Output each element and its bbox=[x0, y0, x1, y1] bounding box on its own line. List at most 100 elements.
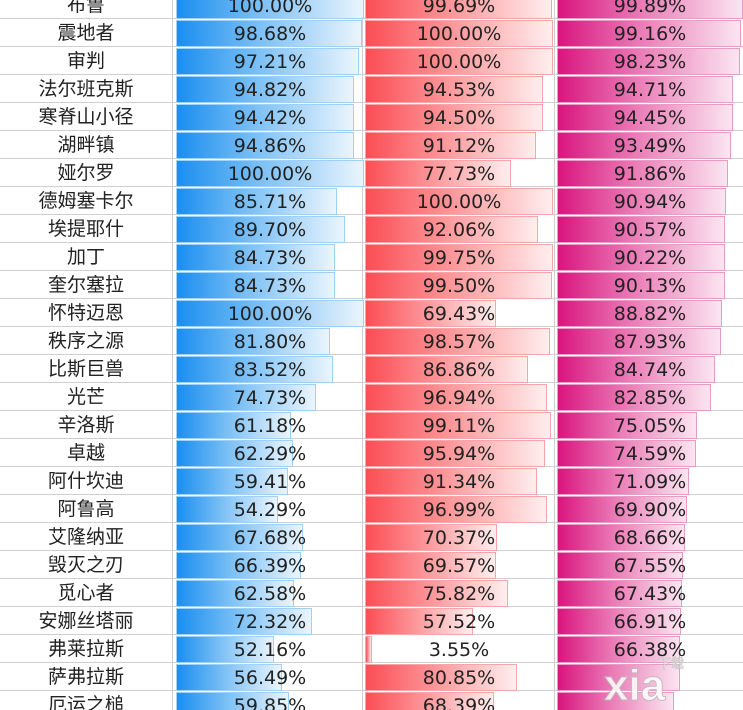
col-c-value-label: 90.57% bbox=[613, 219, 687, 241]
col-a-bar bbox=[176, 580, 294, 607]
col-b-bar bbox=[365, 244, 553, 271]
col-c-cell: 75.05% bbox=[557, 412, 743, 439]
col-a-value-label: 56.49% bbox=[233, 667, 307, 689]
col-a-bar bbox=[176, 440, 294, 467]
col-c-cell: 90.57% bbox=[557, 216, 743, 243]
col-b-cell: 3.55% bbox=[365, 636, 553, 663]
col-c-value-label: 71.09% bbox=[613, 471, 687, 493]
col-b-cell: 99.50% bbox=[365, 272, 553, 299]
col-c-bar bbox=[557, 412, 697, 439]
col-b-bar bbox=[365, 356, 529, 383]
col-a-cell: 59.85% bbox=[176, 692, 364, 710]
col-a-bar bbox=[176, 524, 304, 551]
col-b-cell: 95.94% bbox=[365, 440, 553, 467]
col-c-bar bbox=[557, 552, 683, 579]
col-b-cell: 75.82% bbox=[365, 580, 553, 607]
col-a-bar bbox=[176, 468, 288, 495]
col-a-value-label: 98.68% bbox=[233, 23, 307, 45]
col-b-bar bbox=[365, 468, 537, 495]
col-b-value-label: 86.86% bbox=[422, 359, 496, 381]
row-name: 审判 bbox=[66, 50, 105, 72]
col-b-value-label: 100.00% bbox=[416, 23, 502, 45]
col-c-value-label: 98.23% bbox=[613, 51, 687, 73]
col-a-cell: 94.42% bbox=[176, 104, 364, 131]
col-c-cell: 82.85% bbox=[557, 384, 743, 411]
col-b-cell: 68.39% bbox=[365, 692, 553, 710]
col-c-value-label: 91.86% bbox=[613, 163, 687, 185]
col-b-cell: 91.34% bbox=[365, 468, 553, 495]
col-c-bar bbox=[557, 216, 726, 243]
col-c-bar bbox=[557, 300, 723, 327]
col-a-bar bbox=[176, 412, 292, 439]
col-c-cell: 90.22% bbox=[557, 244, 743, 271]
watermark-small-text: 下载 bbox=[658, 657, 684, 672]
col-a-bar bbox=[176, 664, 283, 691]
col-b-cell: 69.57% bbox=[365, 552, 553, 579]
col-b-bar bbox=[365, 188, 553, 215]
col-b-value-label: 96.99% bbox=[422, 499, 496, 521]
col-a-value-label: 61.18% bbox=[233, 415, 307, 437]
col-a-value-label: 59.85% bbox=[233, 695, 307, 710]
col-a-bar bbox=[176, 104, 354, 131]
col-a-cell: 62.29% bbox=[176, 440, 364, 467]
col-c-value-label: 74.59% bbox=[613, 443, 687, 465]
col-b-value-label: 92.06% bbox=[422, 219, 496, 241]
col-c-bar bbox=[557, 132, 731, 159]
col-c-cell: 67.55% bbox=[557, 552, 743, 579]
col-b-value-label: 77.73% bbox=[422, 163, 496, 185]
col-b-value-label: 69.43% bbox=[422, 303, 496, 325]
col-b-value-label: 3.55% bbox=[428, 639, 490, 661]
row-name: 厄运之槌 bbox=[47, 694, 124, 710]
col-b-cell: 99.75% bbox=[365, 244, 553, 271]
column-divider bbox=[554, 0, 555, 710]
col-a-bar bbox=[176, 636, 275, 663]
col-a-bar bbox=[176, 0, 364, 19]
col-c-cell: 66.91% bbox=[557, 608, 743, 635]
row-name: 奎尔塞拉 bbox=[47, 274, 124, 296]
col-b-bar bbox=[365, 132, 537, 159]
col-b-cell: 69.43% bbox=[365, 300, 553, 327]
col-a-bar bbox=[176, 160, 364, 187]
col-a-bar bbox=[176, 356, 334, 383]
col-b-bar bbox=[365, 440, 546, 467]
col-a-value-label: 54.29% bbox=[233, 499, 307, 521]
col-a-value-label: 62.58% bbox=[233, 583, 307, 605]
row-name: 布鲁 bbox=[66, 0, 105, 16]
col-b-value-label: 95.94% bbox=[422, 443, 496, 465]
row-name: 加丁 bbox=[66, 246, 105, 268]
col-c-value-label: 87.93% bbox=[613, 331, 687, 353]
col-b-bar bbox=[365, 552, 496, 579]
row-name: 震地者 bbox=[57, 22, 115, 44]
col-a-bar bbox=[176, 188, 338, 215]
col-b-value-label: 68.39% bbox=[422, 695, 496, 710]
col-c-cell: 87.93% bbox=[557, 328, 743, 355]
col-b-bar bbox=[365, 496, 548, 523]
row-name: 寒脊山小径 bbox=[38, 106, 134, 128]
col-a-cell: 94.82% bbox=[176, 76, 364, 103]
col-b-bar bbox=[365, 76, 543, 103]
col-a-cell: 81.80% bbox=[176, 328, 364, 355]
col-a-bar bbox=[176, 552, 301, 579]
col-c-value-label: 93.49% bbox=[613, 135, 687, 157]
col-c-bar bbox=[557, 328, 721, 355]
col-a-cell: 74.73% bbox=[176, 384, 364, 411]
col-c-cell: 67.43% bbox=[557, 580, 743, 607]
col-c-cell: 90.94% bbox=[557, 188, 743, 215]
col-b-bar bbox=[365, 48, 553, 75]
col-b-bar bbox=[365, 272, 553, 299]
col-b-cell: 94.50% bbox=[365, 104, 553, 131]
row-name: 辛洛斯 bbox=[57, 414, 115, 436]
col-c-value-label: 90.22% bbox=[613, 247, 687, 269]
col-a-value-label: 67.68% bbox=[233, 527, 307, 549]
col-b-value-label: 69.57% bbox=[422, 555, 496, 577]
row-name: 弗莱拉斯 bbox=[47, 638, 124, 660]
col-b-cell: 92.06% bbox=[365, 216, 553, 243]
col-a-cell: 72.32% bbox=[176, 608, 364, 635]
col-a-cell: 62.58% bbox=[176, 580, 364, 607]
col-a-cell: 66.39% bbox=[176, 552, 364, 579]
col-c-value-label: 88.82% bbox=[613, 303, 687, 325]
col-b-value-label: 99.50% bbox=[422, 275, 496, 297]
col-a-value-label: 94.42% bbox=[233, 107, 307, 129]
col-a-cell: 89.70% bbox=[176, 216, 364, 243]
col-a-cell: 52.16% bbox=[176, 636, 364, 663]
